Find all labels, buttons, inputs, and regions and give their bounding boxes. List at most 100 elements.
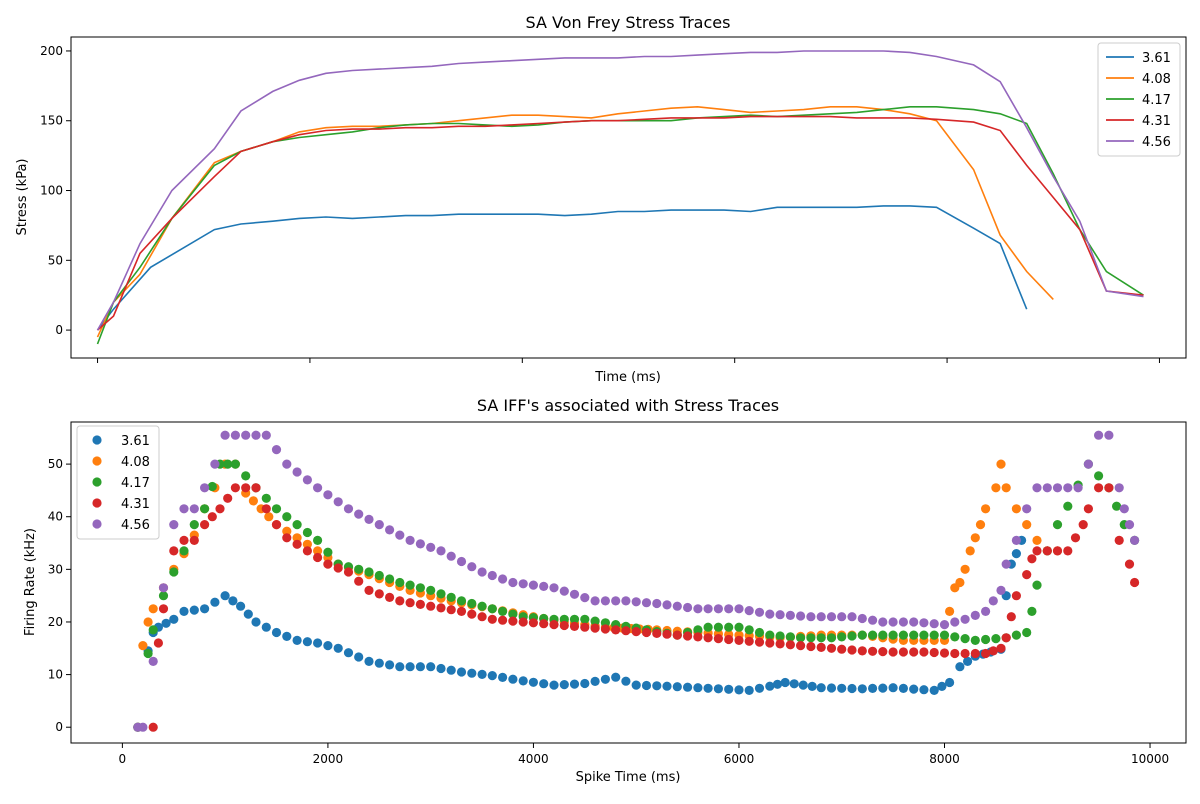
- iff-point: [975, 520, 986, 530]
- iff-ytick-label: 20: [48, 615, 63, 629]
- iff-point: [302, 637, 312, 647]
- iff-point: [467, 668, 477, 678]
- iff-point: [631, 597, 641, 607]
- iff-point: [837, 632, 847, 642]
- iff-point: [909, 684, 919, 694]
- iff-point: [837, 612, 847, 622]
- iff-point: [243, 609, 253, 619]
- iff-point: [996, 585, 1006, 596]
- iff-point: [467, 598, 477, 609]
- stress-plot-series: [96, 50, 1144, 345]
- iff-point: [1112, 501, 1122, 511]
- iff-point: [220, 430, 230, 440]
- iff-point: [364, 567, 374, 577]
- iff-point: [580, 678, 590, 689]
- iff-point: [179, 606, 189, 617]
- iff-ytick-label: 10: [48, 668, 63, 682]
- iff-xtick-label: 4000: [518, 752, 549, 766]
- iff-plot-ylabel: Firing Rate (kHz): [23, 528, 38, 636]
- iff-point: [354, 576, 364, 586]
- iff-point: [313, 535, 323, 546]
- iff-point: [498, 606, 508, 617]
- iff-point: [333, 497, 343, 507]
- iff-point: [772, 679, 783, 689]
- iff-point: [456, 596, 467, 606]
- iff-point: [143, 648, 153, 659]
- iff-point: [672, 682, 682, 692]
- iff-point: [1027, 606, 1037, 617]
- iff-point: [405, 535, 415, 546]
- iff-point: [1001, 633, 1011, 643]
- iff-point: [251, 430, 261, 440]
- iff-point: [868, 646, 878, 656]
- iff-point: [228, 596, 238, 606]
- iff-point: [477, 669, 487, 680]
- iff-point: [549, 583, 559, 593]
- stress-plot: SA Von Frey Stress Traces Time (ms) Stre…: [15, 13, 1187, 385]
- iff-point: [385, 574, 395, 584]
- iff-point: [508, 609, 518, 619]
- stress-ytick-label: 150: [40, 114, 63, 128]
- iff-point: [693, 683, 703, 693]
- iff-point: [498, 615, 508, 625]
- iff-legend-label: 4.56: [121, 518, 150, 533]
- iff-point: [826, 643, 837, 653]
- iff-point: [754, 683, 765, 693]
- iff-point: [487, 614, 497, 624]
- iff-point: [888, 630, 898, 640]
- iff-point: [765, 630, 775, 640]
- iff-point: [148, 722, 158, 732]
- iff-point: [241, 483, 251, 493]
- iff-point: [1011, 549, 1022, 559]
- iff-legend-box: [76, 425, 160, 540]
- stress-line-3-61: [96, 205, 1028, 331]
- iff-point: [590, 616, 600, 626]
- iff-point: [282, 533, 292, 543]
- iff-point: [1011, 504, 1022, 514]
- iff-point: [826, 612, 837, 622]
- iff-point: [343, 567, 354, 577]
- iff-point: [683, 631, 693, 641]
- iff-point: [652, 628, 662, 639]
- iff-point: [785, 632, 796, 642]
- iff-point: [1022, 627, 1032, 638]
- iff-point: [806, 633, 816, 643]
- iff-legend-swatch: [92, 435, 102, 445]
- iff-point: [528, 677, 539, 687]
- iff-point: [981, 648, 991, 659]
- iff-point: [939, 620, 950, 630]
- iff-point: [807, 681, 817, 692]
- iff-point: [436, 603, 446, 613]
- stress-ytick-label: 0: [55, 323, 63, 337]
- iff-ytick-label: 0: [55, 720, 63, 734]
- iff-plot-title: SA IFF's associated with Stress Traces: [477, 396, 779, 415]
- iff-point: [230, 483, 240, 493]
- iff-point: [292, 520, 302, 530]
- iff-point: [456, 667, 467, 677]
- iff-point: [950, 648, 960, 659]
- iff-point: [590, 676, 600, 687]
- iff-point: [816, 612, 826, 622]
- iff-point: [939, 648, 950, 658]
- iff-point: [374, 570, 384, 581]
- iff-point: [354, 509, 364, 519]
- iff-point: [415, 583, 425, 593]
- stress-legend-label: 4.17: [1142, 93, 1171, 108]
- iff-point: [672, 630, 682, 640]
- iff-legend-label: 4.17: [121, 476, 150, 491]
- iff-point: [826, 633, 837, 643]
- stress-plot-legend: 3.61 4.08 4.17 4.31 4.56: [1097, 42, 1181, 157]
- iff-point: [138, 641, 148, 651]
- iff-point: [1011, 535, 1022, 546]
- iff-point: [207, 512, 217, 522]
- iff-point: [508, 577, 518, 588]
- iff-point: [1032, 535, 1042, 546]
- iff-point: [189, 535, 199, 546]
- iff-point: [981, 606, 991, 617]
- iff-point: [1042, 546, 1052, 556]
- iff-point: [1052, 546, 1063, 556]
- iff-point: [1063, 483, 1073, 493]
- iff-point: [847, 683, 857, 694]
- iff-point: [385, 525, 395, 535]
- iff-point: [271, 520, 282, 530]
